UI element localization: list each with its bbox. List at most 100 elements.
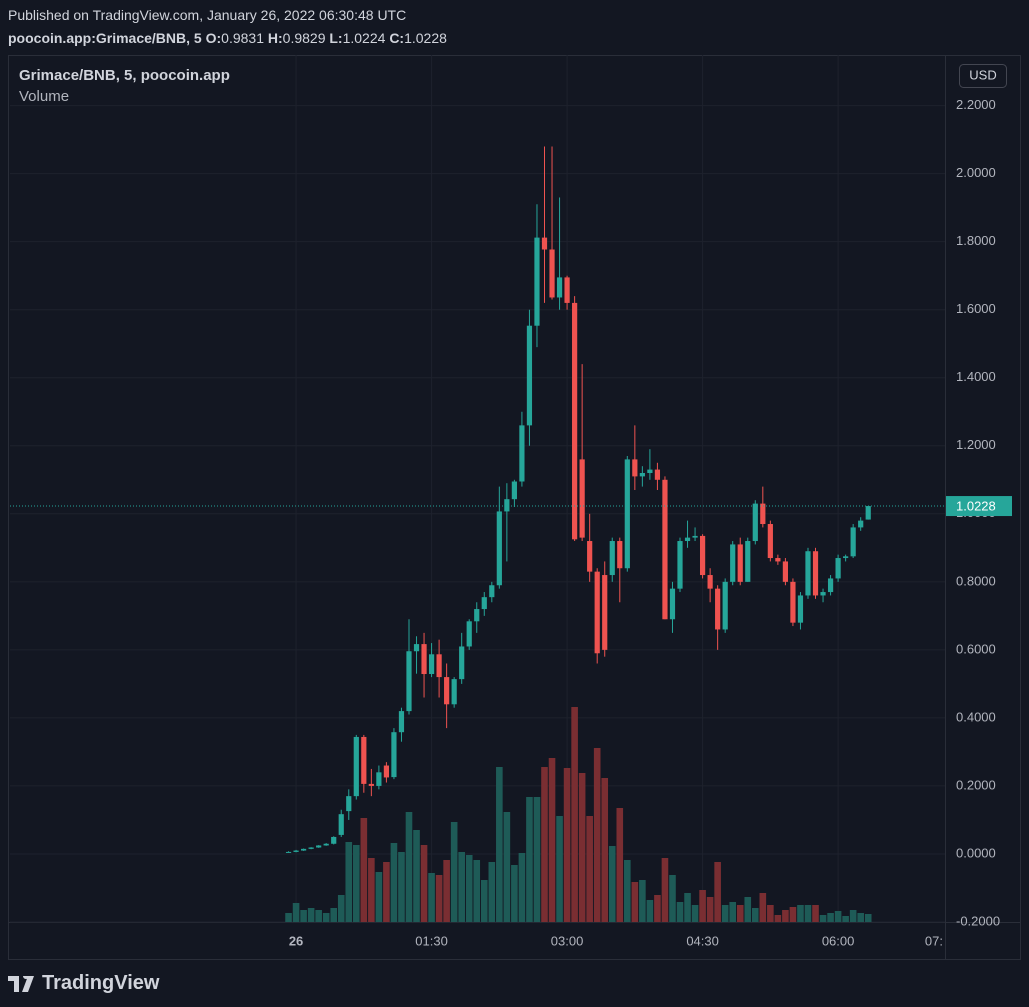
volume-bar	[789, 907, 797, 922]
candle-body	[511, 481, 517, 500]
volume-bar	[548, 758, 556, 922]
candle-body	[489, 585, 495, 598]
volume-bar	[729, 902, 737, 922]
y-tick-label: 0.4000	[956, 709, 996, 724]
volume-bar	[526, 797, 533, 922]
candle-body	[383, 765, 390, 778]
candle-body	[534, 237, 540, 326]
volume-bar	[849, 910, 857, 922]
volume-bar	[819, 915, 827, 922]
candle-body	[617, 541, 623, 569]
candle-body	[797, 595, 804, 623]
volume-bar	[435, 875, 443, 922]
volume-bar	[586, 816, 593, 922]
candle-body	[827, 578, 834, 593]
chart: 2.20002.00001.80001.60001.40001.20001.00…	[8, 55, 1021, 960]
candle-body	[692, 535, 698, 538]
candle-body	[285, 851, 292, 853]
logo[interactable]: TradingView	[8, 972, 159, 995]
volume-bar	[721, 905, 729, 922]
volume-bar	[315, 910, 322, 922]
candle-body	[579, 459, 585, 538]
candle-body	[805, 551, 811, 596]
candle-body	[391, 732, 397, 778]
y-tick-label: 2.2000	[956, 97, 996, 112]
x-tick-label: 04:30	[686, 933, 719, 948]
volume-bar	[458, 852, 465, 922]
volume-bar	[496, 767, 503, 922]
candle-body	[338, 814, 344, 835]
candle-body	[812, 551, 819, 596]
candle-body	[677, 541, 683, 589]
candle-body	[587, 541, 593, 572]
candle-body	[413, 644, 420, 652]
candle-body	[376, 772, 382, 786]
volume-bar	[285, 913, 292, 922]
y-tick-label: 0.0000	[956, 845, 996, 860]
volume-bar	[428, 873, 435, 922]
volume-bar	[480, 880, 488, 922]
volume-bar	[864, 914, 872, 922]
candle-body	[526, 325, 533, 426]
candle-body	[843, 556, 849, 559]
volume-bar	[639, 880, 646, 922]
candle-body	[519, 425, 525, 482]
candle-body	[549, 249, 555, 298]
candle-body	[316, 845, 322, 848]
symbol-line: poocoin.app:Grimace/BNB, 5 O:0.9831 H:0.…	[8, 30, 447, 46]
y-tick-label: 0.2000	[956, 777, 996, 792]
volume-bar	[443, 860, 450, 922]
candle-body	[331, 836, 337, 844]
y-tick-label: 1.4000	[956, 369, 996, 384]
volume-bar	[450, 822, 458, 922]
candle-body	[361, 736, 367, 784]
volume-bar	[751, 908, 759, 922]
candle-body	[835, 558, 841, 579]
candle-body	[481, 597, 487, 610]
volume-bar	[691, 905, 699, 922]
volume-bar	[834, 911, 842, 922]
currency-button[interactable]	[959, 64, 1007, 88]
candle-body	[647, 469, 653, 473]
volume-bar	[337, 895, 345, 922]
candle-body	[541, 237, 548, 250]
volume-bar	[593, 748, 601, 922]
volume-bar	[571, 707, 578, 922]
volume-bar	[842, 916, 849, 922]
candle-body	[300, 848, 307, 851]
candle-body	[722, 581, 728, 630]
currency[interactable]: USD	[969, 67, 996, 82]
ohlc-value: 1.0228	[404, 30, 447, 46]
candle-body	[398, 711, 405, 733]
volume-bar	[322, 913, 330, 922]
volume-bar	[857, 913, 864, 922]
candle-body	[609, 541, 615, 576]
candle-body	[436, 654, 442, 678]
volume-bar	[330, 908, 338, 922]
candle-body	[730, 544, 736, 582]
y-tick-label: 0.8000	[956, 573, 996, 588]
candle-body	[564, 277, 570, 303]
y-tick-label: 1.6000	[956, 301, 996, 316]
x-tick-label: 07:	[925, 933, 943, 948]
candle-body	[572, 302, 578, 540]
volume-bar	[646, 900, 654, 922]
y-tick-label: -0.2000	[956, 913, 1000, 928]
candle-body	[421, 644, 427, 675]
volume-bar	[360, 818, 368, 922]
ohlc-key: H:	[267, 30, 283, 46]
x-tick-label: 03:00	[551, 933, 584, 948]
volume-bar	[654, 895, 661, 922]
published-line: Published on TradingView.com, January 26…	[8, 7, 407, 23]
candle-body	[346, 796, 352, 812]
candle-body	[760, 503, 766, 525]
volume-bar	[511, 865, 518, 922]
volume-bar	[744, 897, 752, 922]
candle-body	[504, 499, 510, 512]
ohlc-key: O:	[205, 30, 222, 46]
candle-body	[745, 541, 751, 582]
candle-body	[752, 503, 758, 542]
volume-bar	[375, 872, 383, 922]
candle-body	[737, 544, 743, 582]
volume-bar	[307, 908, 315, 922]
